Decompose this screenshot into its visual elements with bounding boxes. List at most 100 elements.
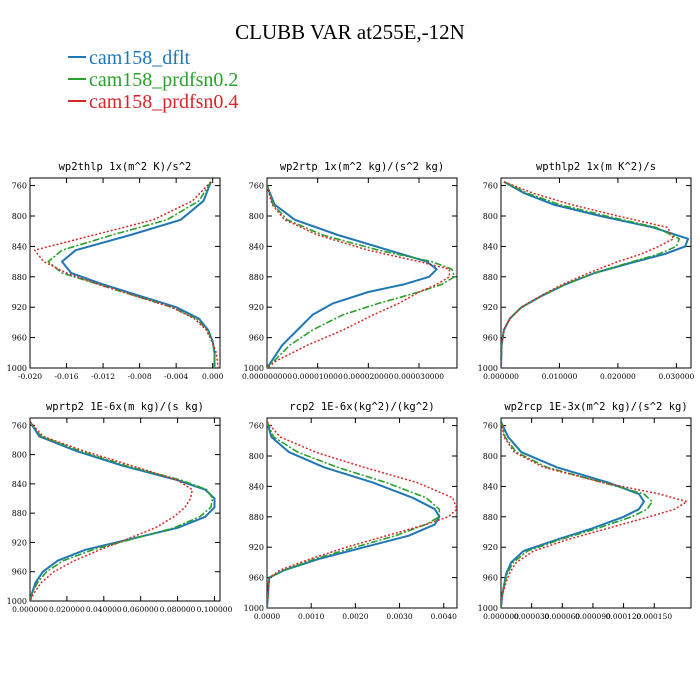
x-tick-label: 0.0030 — [386, 612, 412, 621]
legend-label-dflt: cam158_dflt — [89, 47, 191, 69]
series-line-3 — [267, 421, 457, 608]
x-tick-label: 0.000000 — [12, 605, 48, 614]
x-tick-label: 0.100000 — [197, 605, 233, 614]
panel-title: wpthlp2 1x(m K^2)/s — [536, 161, 656, 173]
panel-4: wprtp2 1E-6x(m kg)/(s kg) 760 800 840 880 920… — [7, 401, 233, 614]
legend-swatch-prdfsn02 — [68, 78, 86, 81]
legend-label-prdfsn04: cam158_prdfsn0.4 — [89, 91, 239, 113]
panel-title: wp2thlp 1x(m^2 K)/s^2 — [59, 161, 192, 173]
y-tick-label: 920 — [12, 303, 27, 312]
y-tick-label: 1000 — [7, 597, 27, 606]
y-tick-label: 1000 — [244, 364, 264, 373]
series-line-3 — [501, 421, 688, 608]
y-tick-label: 880 — [249, 273, 264, 282]
series-line-2 — [267, 185, 456, 368]
series-line-1 — [501, 421, 645, 608]
series-line-2 — [501, 181, 681, 368]
y-tick-label: 920 — [249, 543, 264, 552]
y-tick-label: 920 — [12, 538, 27, 547]
x-tick-label: 0.0010 — [298, 612, 324, 621]
y-tick-label: 920 — [483, 303, 498, 312]
x-tick-label: 0.000120 — [606, 612, 642, 621]
x-tick-label: 0.060000 — [123, 605, 159, 614]
y-tick-label: 960 — [12, 568, 27, 577]
y-tick-label: 1000 — [7, 364, 27, 373]
y-tick-label: 800 — [12, 212, 27, 221]
x-tick-label: 0.000030 — [514, 612, 550, 621]
y-tick-label: 880 — [249, 513, 264, 522]
panel-6: wp2rcp 1E-3x(m^2 kg)/(s^2 kg) 760 800 840 88… — [478, 401, 692, 621]
panel-title: rcp2 1E-6x(kg^2)/(kg^2) — [289, 401, 434, 413]
series-line-3 — [33, 181, 219, 368]
series-line-2 — [30, 421, 214, 601]
x-tick-label: 0.000010000 — [293, 372, 343, 381]
x-tick-label: 0.000150 — [636, 612, 672, 621]
x-tick-label: -0.020 — [18, 372, 42, 381]
plot-frame — [500, 177, 692, 369]
series-line-1 — [61, 181, 216, 368]
plot-frame — [266, 417, 458, 609]
plot-frame — [500, 417, 692, 609]
x-tick-label: 0.000000 — [483, 612, 519, 621]
y-tick-label: 920 — [483, 543, 498, 552]
series-line-3 — [267, 185, 451, 368]
series-line-1 — [267, 185, 438, 368]
y-tick-label: 800 — [483, 452, 498, 461]
y-tick-label: 960 — [249, 574, 264, 583]
series-line-2 — [267, 421, 441, 608]
x-tick-label: 0.030000 — [658, 372, 694, 381]
y-tick-label: 1000 — [244, 604, 264, 613]
x-tick-label: -0.008 — [128, 372, 152, 381]
y-tick-label: 960 — [12, 334, 27, 343]
plot-frame — [29, 417, 221, 602]
panel-3: wpthlp2 1x(m K^2)/s 760 800 840 880 920 960 100… — [478, 161, 695, 381]
legend-item-dflt: cam158_dflt — [68, 47, 238, 69]
y-tick-label: 840 — [249, 482, 264, 491]
y-tick-label: 960 — [483, 334, 498, 343]
x-tick-label: 0.080000 — [160, 605, 196, 614]
panel-2: wp2rtp 1x(m^2 kg)/(s^2 kg) 760 800 840 880 92… — [242, 161, 458, 381]
x-tick-label: 0.000000 — [483, 372, 519, 381]
panel-title: wprtp2 1E-6x(m kg)/(s kg) — [46, 401, 204, 413]
x-tick-label: 0.000060 — [544, 612, 580, 621]
y-tick-label: 800 — [249, 212, 264, 221]
x-tick-label: 0.0040 — [431, 612, 457, 621]
y-tick-label: 840 — [249, 242, 264, 251]
x-tick-label: -0.012 — [91, 372, 115, 381]
series-line-2 — [47, 181, 216, 368]
y-tick-label: 1000 — [478, 604, 498, 613]
series-line-1 — [30, 421, 216, 601]
y-tick-label: 880 — [483, 273, 498, 282]
y-tick-label: 760 — [483, 422, 498, 431]
y-tick-label: 760 — [483, 182, 498, 191]
x-tick-label: 0.000030000 — [394, 372, 444, 381]
legend-swatch-prdfsn04 — [68, 100, 86, 103]
legend-swatch-dflt — [68, 56, 86, 59]
panel-5: rcp2 1E-6x(kg^2)/(kg^2) 760 800 840 880 920 96… — [244, 401, 458, 621]
y-tick-label: 840 — [483, 242, 498, 251]
x-tick-label: 0.000 — [202, 372, 224, 381]
y-tick-label: 880 — [12, 509, 27, 518]
x-tick-label: 0.000090 — [575, 612, 611, 621]
x-tick-label: -0.016 — [55, 372, 79, 381]
y-tick-label: 760 — [12, 182, 27, 191]
y-tick-label: 880 — [483, 513, 498, 522]
x-tick-label: 0.0000 — [254, 612, 280, 621]
y-tick-label: 760 — [249, 182, 264, 191]
y-tick-label: 960 — [249, 334, 264, 343]
y-tick-label: 800 — [249, 452, 264, 461]
legend: cam158_dflt cam158_prdfsn0.2 cam158_prdf… — [68, 47, 238, 113]
x-tick-label: 0.020000 — [600, 372, 636, 381]
y-tick-label: 840 — [12, 480, 27, 489]
plot-frame — [266, 177, 458, 369]
panel-1: wp2thlp 1x(m^2 K)/s^2 760 800 840 880 920 960 1… — [7, 161, 224, 381]
x-tick-label: 0.000020000 — [343, 372, 393, 381]
x-tick-label: 0.010000 — [542, 372, 578, 381]
x-tick-label: 0.040000 — [86, 605, 122, 614]
legend-item-prdfsn02: cam158_prdfsn0.2 — [68, 69, 238, 91]
y-tick-label: 760 — [249, 422, 264, 431]
panel-title: wp2rtp 1x(m^2 kg)/(s^2 kg) — [280, 161, 444, 173]
y-tick-label: 800 — [483, 212, 498, 221]
y-tick-label: 800 — [12, 451, 27, 460]
series-line-2 — [501, 421, 654, 608]
